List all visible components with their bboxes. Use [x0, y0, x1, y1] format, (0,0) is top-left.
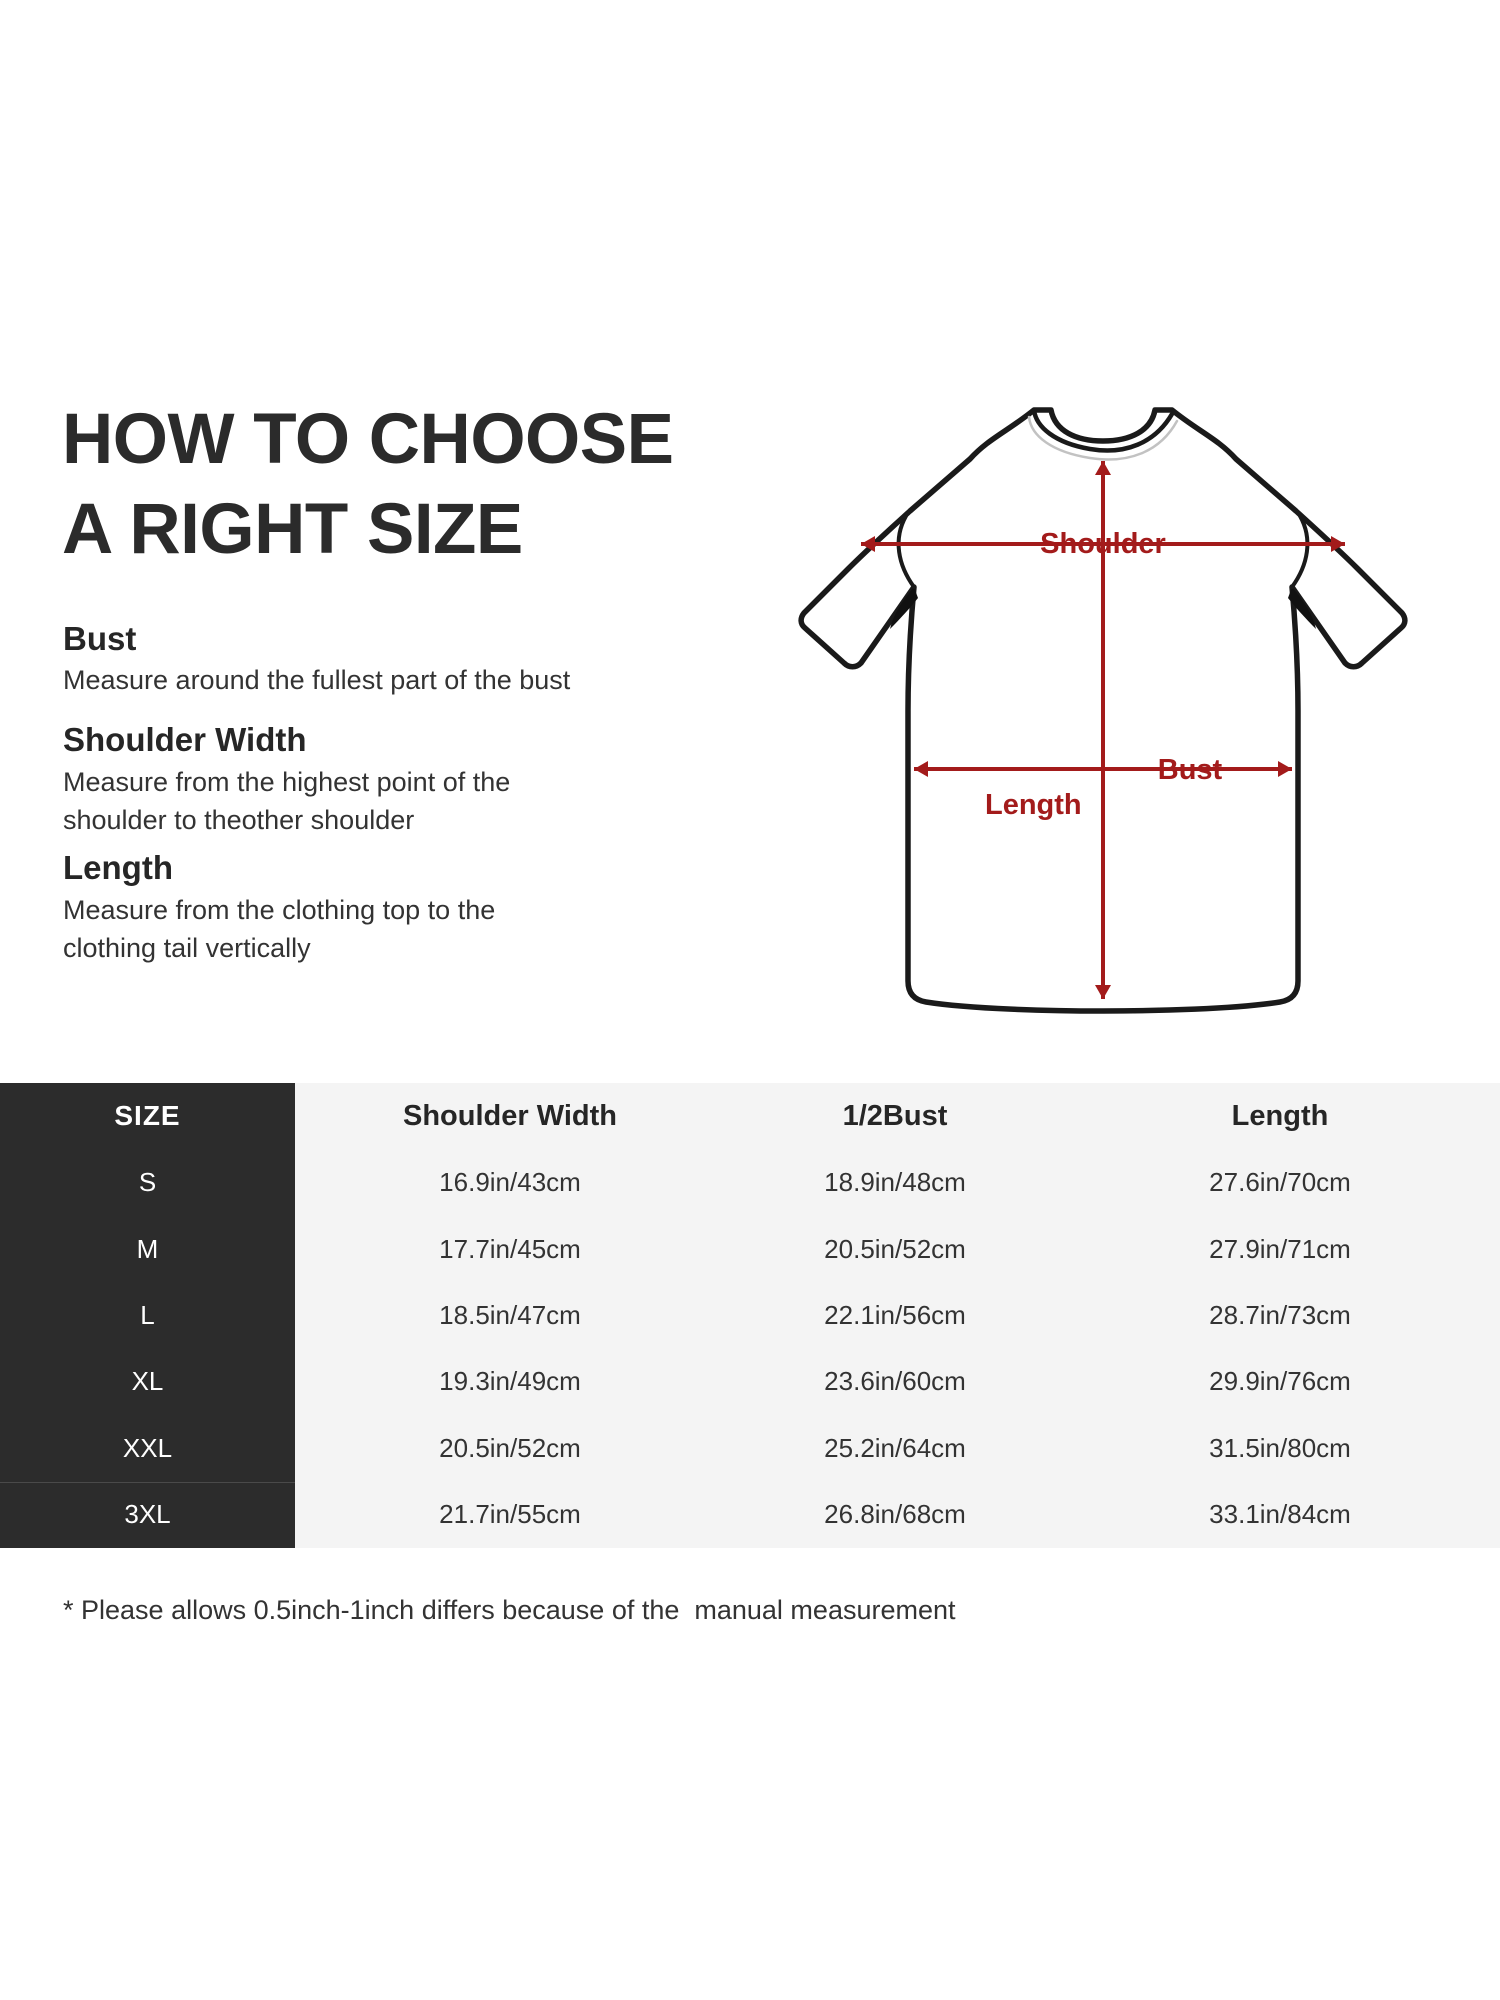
svg-text:Shoulder: Shoulder: [1040, 528, 1166, 560]
svg-text:Bust: Bust: [1158, 754, 1223, 786]
svg-text:Length: Length: [985, 789, 1082, 821]
